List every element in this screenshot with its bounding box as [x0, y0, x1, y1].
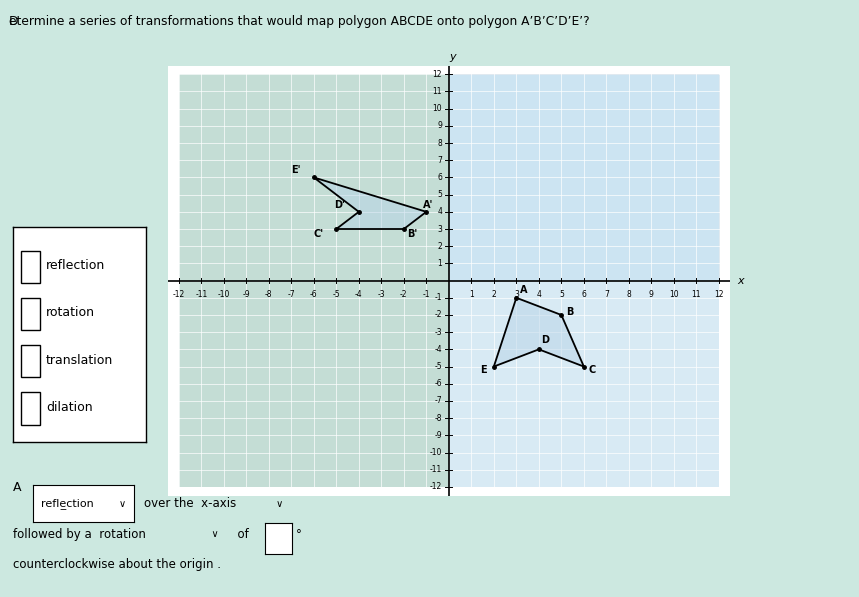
Text: 10: 10	[669, 290, 679, 299]
Text: -2: -2	[400, 290, 407, 299]
Text: 7: 7	[604, 290, 609, 299]
Text: ∨: ∨	[119, 499, 125, 509]
Text: D: D	[541, 336, 549, 345]
Text: 3: 3	[437, 224, 442, 233]
Text: refle̲ction: refle̲ction	[40, 498, 94, 509]
Text: etermine a series of transformations that would map polygon ABCDE onto polygon A: etermine a series of transformations tha…	[9, 15, 589, 28]
Text: 8: 8	[626, 290, 631, 299]
Text: -3: -3	[377, 290, 385, 299]
Bar	[21, 392, 40, 424]
Text: ∨: ∨	[199, 530, 219, 539]
Text: 8: 8	[437, 139, 442, 147]
Bar	[21, 251, 40, 283]
Text: followed by a  rotation: followed by a rotation	[13, 528, 146, 541]
Text: -2: -2	[435, 310, 442, 319]
Text: C: C	[588, 365, 595, 376]
Text: C': C'	[314, 229, 324, 239]
Text: -9: -9	[435, 431, 442, 440]
Text: 7: 7	[437, 156, 442, 165]
Text: -10: -10	[430, 448, 442, 457]
Text: 5: 5	[437, 190, 442, 199]
Text: 11: 11	[691, 290, 701, 299]
Text: rotation: rotation	[46, 306, 95, 319]
Bar	[21, 345, 40, 377]
Text: E': E'	[291, 165, 301, 175]
Bar	[449, 74, 719, 487]
Text: ∨: ∨	[273, 499, 283, 509]
Text: 12: 12	[433, 70, 442, 79]
Text: -6: -6	[435, 379, 442, 388]
Text: 1: 1	[437, 259, 442, 268]
Text: -8: -8	[435, 414, 442, 423]
Text: 2: 2	[437, 242, 442, 251]
Text: -9: -9	[242, 290, 250, 299]
Text: -11: -11	[195, 290, 207, 299]
Text: over the  x-axis: over the x-axis	[144, 497, 236, 510]
Text: 4: 4	[536, 290, 541, 299]
Text: D': D'	[334, 201, 345, 210]
Polygon shape	[314, 177, 426, 229]
Text: A': A'	[423, 201, 433, 210]
Text: A: A	[520, 285, 527, 295]
Text: -1: -1	[423, 290, 430, 299]
Text: reflection: reflection	[46, 259, 106, 272]
Bar	[21, 298, 40, 330]
Text: B: B	[566, 307, 573, 317]
Text: -4: -4	[355, 290, 362, 299]
Text: -5: -5	[435, 362, 442, 371]
Text: 5: 5	[559, 290, 564, 299]
Text: 11: 11	[433, 87, 442, 96]
Text: of: of	[230, 528, 249, 541]
Text: -1: -1	[435, 293, 442, 302]
Text: 2: 2	[491, 290, 497, 299]
Text: x: x	[737, 276, 744, 285]
Text: -12: -12	[430, 482, 442, 491]
Text: -10: -10	[217, 290, 230, 299]
Text: 12: 12	[714, 290, 723, 299]
Bar	[449, 74, 719, 281]
Polygon shape	[494, 298, 584, 367]
Text: y: y	[449, 52, 455, 62]
Text: -7: -7	[435, 396, 442, 405]
Text: 9: 9	[649, 290, 654, 299]
Text: 6: 6	[437, 173, 442, 182]
Text: -4: -4	[435, 345, 442, 354]
Text: A: A	[13, 481, 21, 494]
Text: °: °	[295, 528, 302, 541]
Text: B': B'	[407, 229, 417, 239]
Text: -7: -7	[288, 290, 295, 299]
Bar	[179, 74, 449, 487]
Text: 1: 1	[469, 290, 473, 299]
Text: D: D	[9, 15, 18, 28]
Text: translation: translation	[46, 353, 113, 367]
Text: 3: 3	[514, 290, 519, 299]
Text: 6: 6	[582, 290, 587, 299]
Text: counterclockwise about the origin .: counterclockwise about the origin .	[13, 558, 221, 571]
Text: -8: -8	[265, 290, 272, 299]
Text: dilation: dilation	[46, 401, 93, 414]
Text: E: E	[480, 365, 487, 376]
Text: 9: 9	[437, 121, 442, 130]
Text: 10: 10	[432, 104, 442, 113]
Text: 4: 4	[437, 207, 442, 216]
Text: -3: -3	[435, 328, 442, 337]
Text: -11: -11	[430, 465, 442, 474]
Text: -12: -12	[173, 290, 185, 299]
Text: -6: -6	[310, 290, 318, 299]
Text: -5: -5	[332, 290, 340, 299]
